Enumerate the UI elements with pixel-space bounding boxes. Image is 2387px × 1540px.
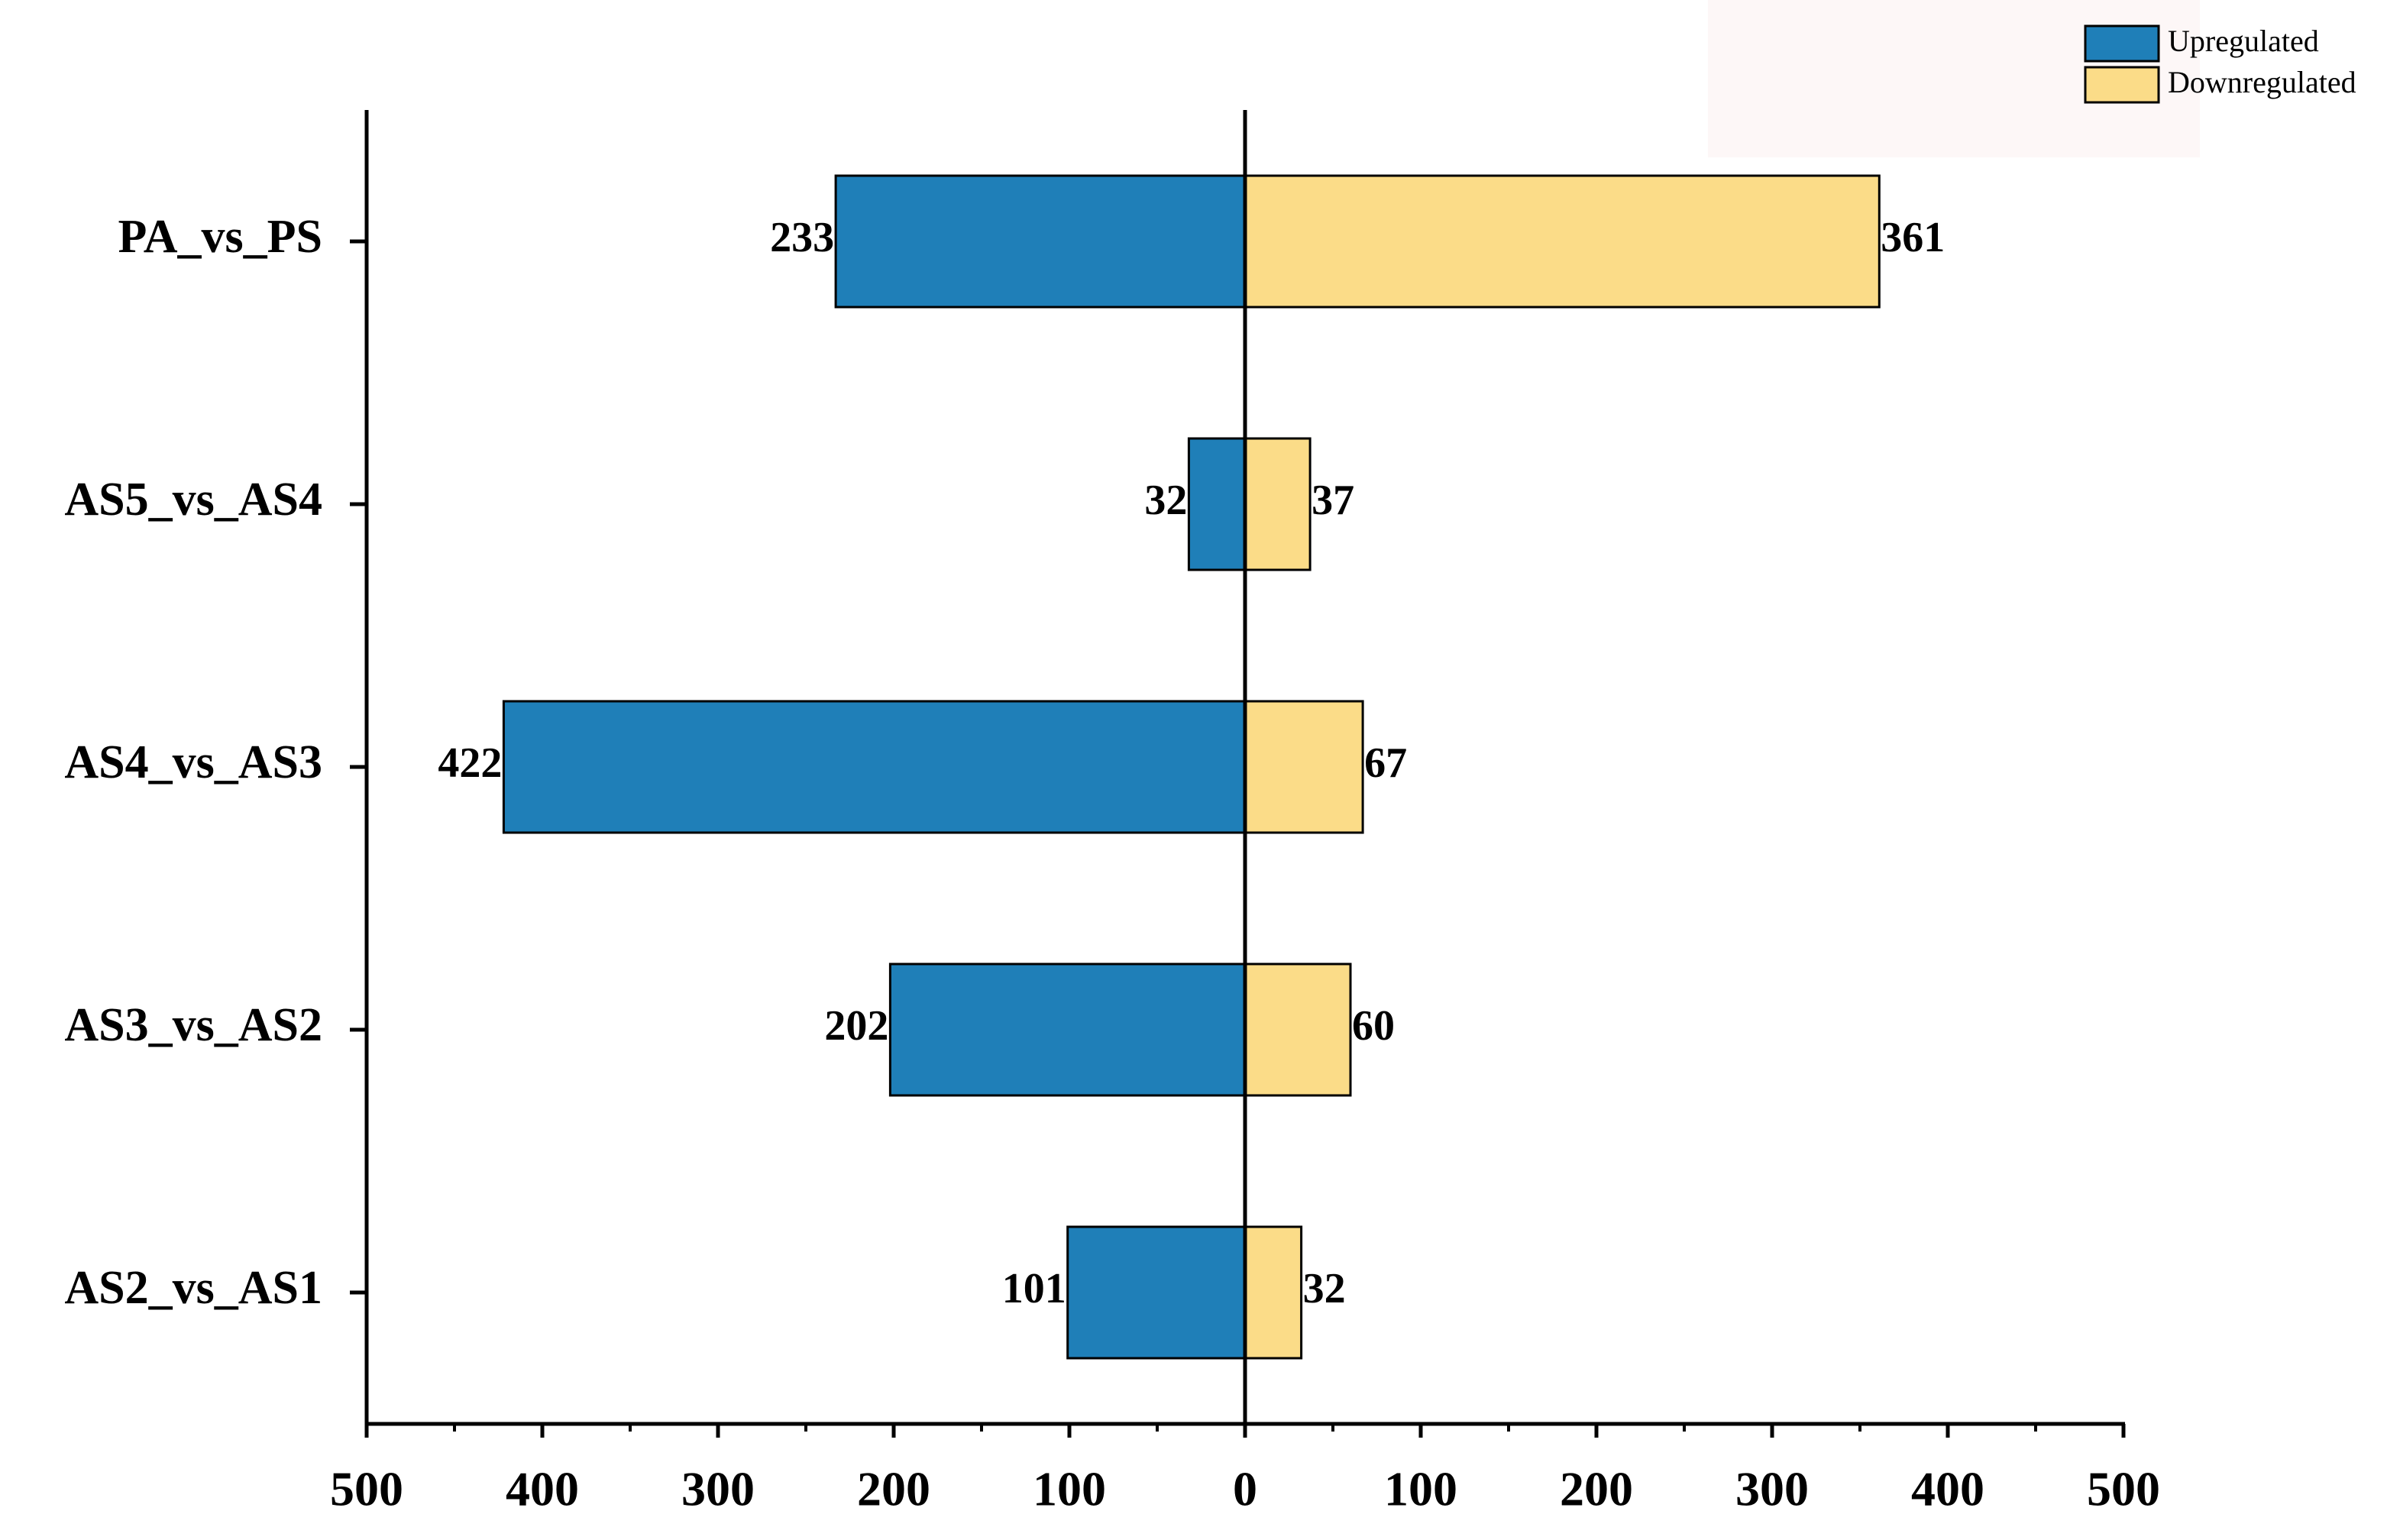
value-label: 233 xyxy=(770,214,834,261)
value-label: 37 xyxy=(1312,477,1354,524)
legend-label: Downregulated xyxy=(2168,65,2356,99)
x-tick-label: 500 xyxy=(2087,1462,2160,1516)
y-tick-label: AS4_vs_AS3 xyxy=(64,736,322,788)
value-label: 60 xyxy=(1352,1002,1395,1050)
x-tick-label: 0 xyxy=(1233,1462,1257,1516)
legend-label: Upregulated xyxy=(2168,24,2319,58)
value-label: 32 xyxy=(1144,477,1187,524)
bar xyxy=(1244,1225,1303,1360)
x-tick-label: 500 xyxy=(330,1462,403,1516)
bar xyxy=(1066,1225,1247,1360)
legend-swatch xyxy=(2084,24,2160,63)
bar xyxy=(1187,437,1247,571)
x-tick-label: 200 xyxy=(1560,1462,1633,1516)
value-label: 32 xyxy=(1303,1265,1346,1312)
value-label: 422 xyxy=(438,739,502,787)
x-tick-label: 100 xyxy=(1384,1462,1457,1516)
bar xyxy=(502,700,1247,834)
value-label: 202 xyxy=(824,1002,888,1050)
x-tick-label: 200 xyxy=(857,1462,930,1516)
legend-swatch xyxy=(2084,66,2160,104)
bar xyxy=(1244,700,1364,834)
x-tick-label: 400 xyxy=(506,1462,579,1516)
y-tick-label: PA_vs_PS xyxy=(118,211,322,263)
bar xyxy=(888,962,1247,1097)
bar xyxy=(1244,174,1881,309)
bar xyxy=(1244,962,1352,1097)
bar xyxy=(834,174,1247,309)
x-tick-label: 300 xyxy=(681,1462,755,1516)
value-label: 361 xyxy=(1881,214,1945,261)
y-tick-label: AS2_vs_AS1 xyxy=(64,1262,322,1314)
value-label: 101 xyxy=(1002,1265,1066,1312)
value-label: 67 xyxy=(1364,739,1407,787)
x-tick-label: 400 xyxy=(1911,1462,1984,1516)
y-tick-label: AS3_vs_AS2 xyxy=(64,999,322,1051)
x-tick-label: 300 xyxy=(1735,1462,1809,1516)
bar xyxy=(1244,437,1312,571)
y-tick-label: AS5_vs_AS4 xyxy=(64,474,322,526)
x-tick-label: 100 xyxy=(1033,1462,1106,1516)
